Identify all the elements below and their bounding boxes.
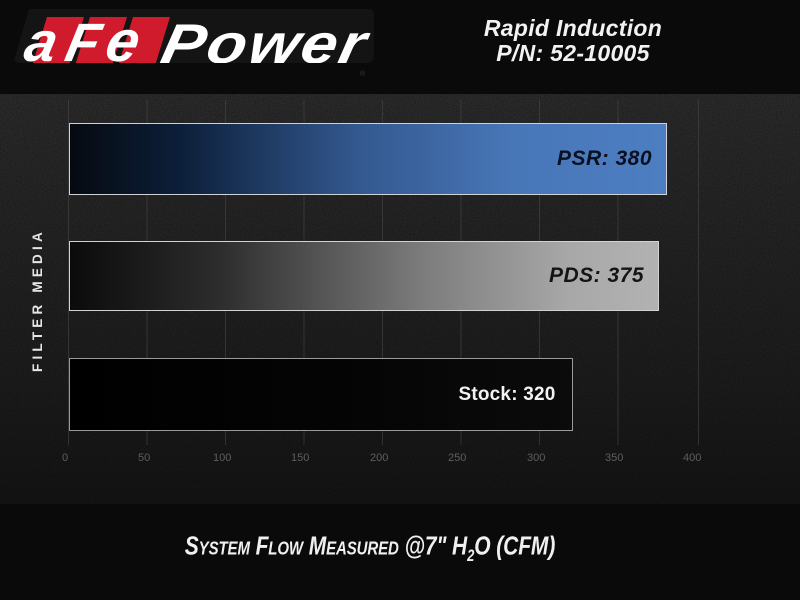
svg-text:®: ®	[360, 70, 366, 78]
svg-text:Power: Power	[156, 13, 375, 75]
